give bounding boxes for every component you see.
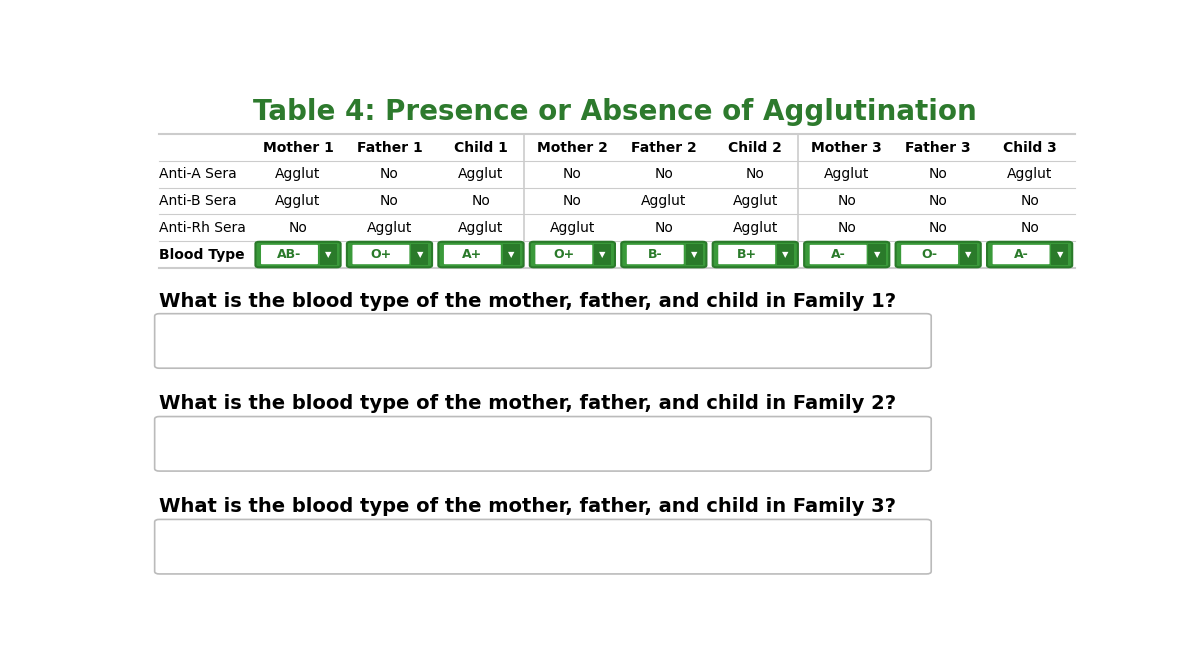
- Text: ▼: ▼: [416, 250, 424, 259]
- FancyBboxPatch shape: [444, 245, 500, 265]
- Text: Father 2: Father 2: [631, 140, 697, 154]
- Text: O-: O-: [922, 248, 937, 261]
- FancyBboxPatch shape: [438, 242, 523, 267]
- Text: O+: O+: [371, 248, 391, 261]
- Text: Anti-Rh Sera: Anti-Rh Sera: [160, 221, 246, 234]
- Text: What is the blood type of the mother, father, and child in Family 3?: What is the blood type of the mother, fa…: [160, 497, 896, 516]
- FancyBboxPatch shape: [262, 245, 318, 265]
- Text: Agglut: Agglut: [732, 194, 778, 208]
- Text: No: No: [929, 194, 948, 208]
- Text: Mother 2: Mother 2: [536, 140, 608, 154]
- FancyBboxPatch shape: [804, 242, 889, 267]
- Text: Agglut: Agglut: [641, 194, 686, 208]
- Text: Agglut: Agglut: [367, 221, 412, 234]
- Text: Agglut: Agglut: [824, 167, 870, 181]
- Text: No: No: [1020, 194, 1039, 208]
- Bar: [503, 244, 520, 265]
- Bar: [778, 244, 794, 265]
- Text: Agglut: Agglut: [1007, 167, 1052, 181]
- Text: No: No: [654, 221, 673, 234]
- Text: ▼: ▼: [965, 250, 972, 259]
- Text: Child 2: Child 2: [728, 140, 782, 154]
- Text: Anti-B Sera: Anti-B Sera: [160, 194, 236, 208]
- Text: Agglut: Agglut: [275, 167, 320, 181]
- Text: A-: A-: [1014, 248, 1028, 261]
- Text: No: No: [746, 167, 764, 181]
- Text: No: No: [563, 194, 582, 208]
- Text: Agglut: Agglut: [275, 194, 320, 208]
- Text: O+: O+: [553, 248, 575, 261]
- Text: No: No: [288, 221, 307, 234]
- Text: No: No: [838, 221, 856, 234]
- Text: No: No: [929, 167, 948, 181]
- Bar: [1051, 244, 1068, 265]
- Text: Agglut: Agglut: [458, 167, 504, 181]
- FancyBboxPatch shape: [992, 245, 1050, 265]
- FancyBboxPatch shape: [353, 245, 409, 265]
- FancyBboxPatch shape: [713, 242, 798, 267]
- Text: Child 3: Child 3: [1003, 140, 1056, 154]
- FancyBboxPatch shape: [155, 520, 931, 574]
- FancyBboxPatch shape: [895, 242, 980, 267]
- Text: What is the blood type of the mother, father, and child in Family 2?: What is the blood type of the mother, fa…: [160, 394, 896, 413]
- FancyBboxPatch shape: [256, 242, 341, 267]
- FancyBboxPatch shape: [622, 242, 707, 267]
- Text: Agglut: Agglut: [458, 221, 504, 234]
- Text: AB-: AB-: [277, 248, 301, 261]
- Text: ▼: ▼: [325, 250, 331, 259]
- Text: B+: B+: [737, 248, 757, 261]
- Text: Child 1: Child 1: [454, 140, 508, 154]
- FancyBboxPatch shape: [347, 242, 432, 267]
- Text: ▼: ▼: [508, 250, 515, 259]
- Text: ▼: ▼: [600, 250, 606, 259]
- Text: No: No: [380, 167, 398, 181]
- Text: Father 1: Father 1: [356, 140, 422, 154]
- Text: No: No: [563, 167, 582, 181]
- Text: ▼: ▼: [1057, 250, 1063, 259]
- FancyBboxPatch shape: [988, 242, 1073, 267]
- Text: Table 4: Presence or Absence of Agglutination: Table 4: Presence or Absence of Agglutin…: [253, 98, 977, 126]
- FancyBboxPatch shape: [810, 245, 866, 265]
- FancyBboxPatch shape: [901, 245, 958, 265]
- FancyBboxPatch shape: [155, 417, 931, 471]
- Text: No: No: [654, 167, 673, 181]
- FancyBboxPatch shape: [719, 245, 775, 265]
- Text: No: No: [838, 194, 856, 208]
- Text: ▼: ▼: [782, 250, 788, 259]
- Text: B-: B-: [648, 248, 662, 261]
- Text: Anti-A Sera: Anti-A Sera: [160, 167, 238, 181]
- Text: Father 3: Father 3: [905, 140, 971, 154]
- Text: A+: A+: [462, 248, 482, 261]
- Bar: [412, 244, 428, 265]
- Text: Agglut: Agglut: [550, 221, 595, 234]
- Bar: [319, 244, 337, 265]
- Bar: [960, 244, 977, 265]
- Bar: [869, 244, 886, 265]
- Bar: [685, 244, 703, 265]
- Text: No: No: [929, 221, 948, 234]
- Bar: [594, 244, 611, 265]
- Text: Agglut: Agglut: [732, 221, 778, 234]
- FancyBboxPatch shape: [155, 314, 931, 368]
- Text: No: No: [1020, 221, 1039, 234]
- Text: Mother 1: Mother 1: [263, 140, 334, 154]
- FancyBboxPatch shape: [529, 242, 614, 267]
- Text: A-: A-: [830, 248, 846, 261]
- FancyBboxPatch shape: [535, 245, 593, 265]
- FancyBboxPatch shape: [626, 245, 684, 265]
- Text: ▼: ▼: [874, 250, 881, 259]
- Text: ▼: ▼: [691, 250, 697, 259]
- Text: Blood Type: Blood Type: [160, 248, 245, 262]
- Text: Mother 3: Mother 3: [811, 140, 882, 154]
- Text: What is the blood type of the mother, father, and child in Family 1?: What is the blood type of the mother, fa…: [160, 291, 896, 311]
- Text: No: No: [472, 194, 491, 208]
- Text: No: No: [380, 194, 398, 208]
